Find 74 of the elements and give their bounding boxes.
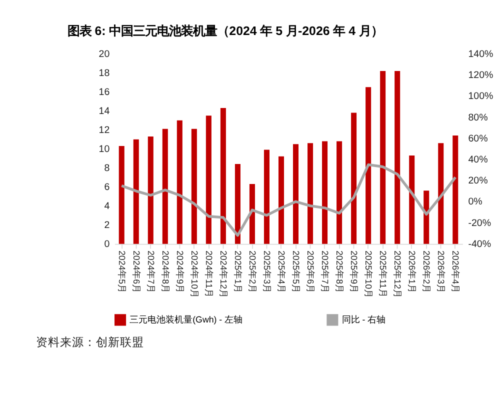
x-tick-label: 2025年1月	[233, 250, 244, 294]
y-tick-label: 12	[98, 124, 110, 136]
line-series	[120, 163, 457, 237]
y-tick-label: 10	[98, 144, 110, 155]
bar	[234, 164, 240, 244]
y-tick-label: 16	[98, 86, 110, 98]
x-tick-label: 2024年9月	[175, 250, 186, 294]
y-tick-label: 20	[98, 48, 110, 60]
y-tick-label: 8	[104, 162, 110, 174]
bar	[322, 141, 328, 244]
bar	[148, 136, 154, 244]
bar	[133, 139, 139, 244]
bar	[249, 184, 255, 244]
chart-title: 图表 6: 中国三元电池装机量（2024 年 5 月-2026 年 4 月）	[67, 24, 384, 38]
x-tick-label: 2025年11月	[378, 250, 388, 298]
y-tick-label: 6	[104, 182, 110, 193]
x-tick-label: 2025年10月	[364, 250, 374, 298]
bar	[206, 116, 212, 244]
y-tick-label: 2	[104, 220, 110, 231]
bar	[118, 146, 124, 244]
x-tick-label: 2026年3月	[436, 250, 446, 294]
y-tick-label: 18	[98, 68, 110, 79]
y2-tick-label: 40%	[468, 154, 488, 166]
x-tick-label: 2026年1月	[407, 250, 418, 294]
x-tick-label: 2025年4月	[276, 250, 287, 294]
x-tick-label: 2024年5月	[116, 250, 127, 294]
bar	[366, 87, 372, 244]
y2-tick-label: 60%	[468, 133, 488, 144]
y2-tick-label: 20%	[468, 176, 488, 187]
bar	[191, 128, 197, 244]
bar	[351, 112, 357, 244]
x-tick-label: 2025年2月	[248, 250, 258, 294]
x-tick-label: 2025年8月	[334, 250, 345, 294]
x-tick-label: 2026年4月	[450, 250, 461, 294]
y2-tick-label: 80%	[468, 112, 488, 124]
y2-tick-label: 140%	[468, 48, 494, 60]
x-tick-label: 2025年5月	[291, 250, 302, 294]
x-tick-label: 2024年10月	[190, 250, 200, 298]
x-tick-label: 2025年3月	[262, 250, 272, 294]
bar	[176, 120, 182, 244]
bar	[278, 156, 284, 244]
bar	[162, 128, 168, 244]
y2-tick-label: -40%	[468, 238, 492, 250]
bar	[336, 141, 342, 244]
bar	[394, 70, 400, 244]
legend-label: 同比 - 右轴	[342, 314, 386, 325]
y-tick-label: 0	[104, 238, 110, 250]
bar	[452, 136, 458, 244]
y2-tick-label: -20%	[468, 218, 492, 229]
y-tick-label: 4	[104, 200, 110, 212]
legend-label: 三元电池装机量(Gwh) - 左轴	[130, 314, 243, 325]
y2-tick-label: 100%	[468, 91, 494, 102]
x-tick-label: 2024年8月	[160, 250, 170, 294]
x-tick-label: 2025年7月	[320, 250, 330, 294]
bar	[380, 70, 386, 244]
y-tick-label: 14	[98, 106, 110, 117]
bar	[308, 143, 314, 244]
bar	[438, 143, 444, 244]
bar	[220, 108, 226, 244]
bar	[293, 144, 299, 244]
y2-tick-label: 120%	[468, 70, 494, 82]
x-tick-label: 2024年6月	[131, 250, 142, 294]
x-tick-label: 2025年6月	[306, 250, 316, 294]
x-tick-label: 2024年11月	[204, 250, 214, 298]
x-tick-label: 2024年7月	[146, 250, 156, 294]
bar	[424, 190, 430, 244]
y2-tick-label: 0%	[468, 196, 483, 208]
bar	[264, 150, 270, 244]
x-tick-label: 2026年2月	[422, 250, 432, 294]
x-tick-label: 2025年9月	[349, 250, 360, 294]
x-tick-label: 2025年12月	[392, 250, 403, 298]
text: 资料来源：创新联盟	[36, 334, 144, 349]
bar	[409, 155, 415, 244]
x-tick-label: 2024年12月	[218, 250, 229, 298]
